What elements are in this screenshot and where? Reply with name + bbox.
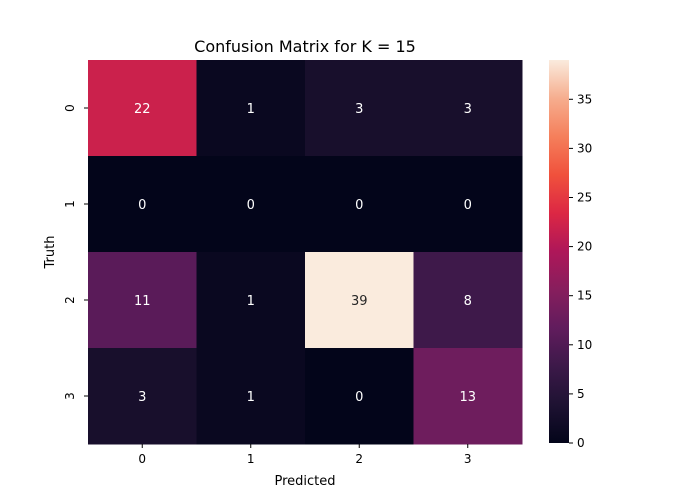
colorbar-tick-label: 30 bbox=[577, 141, 592, 155]
cell-value-label: 11 bbox=[134, 294, 151, 309]
heatmap-cell bbox=[196, 252, 306, 349]
heatmap-cell bbox=[305, 252, 414, 349]
heatmap-cell bbox=[88, 60, 197, 157]
cell-value-label: 39 bbox=[351, 294, 368, 309]
cell-value-label: 0 bbox=[355, 198, 363, 213]
y-tick-label: 3 bbox=[63, 392, 77, 400]
x-tick-label: 1 bbox=[247, 452, 255, 466]
cell-value-label: 13 bbox=[459, 390, 476, 405]
colorbar bbox=[549, 60, 569, 443]
colorbar-ticks: 0 5 10 15 20 25 30 35 bbox=[569, 92, 592, 450]
y-tick-label: 0 bbox=[63, 104, 77, 112]
cell-value-label: 1 bbox=[247, 294, 255, 309]
heatmap-cell bbox=[413, 252, 523, 349]
heatmap-cell bbox=[305, 348, 414, 445]
x-tick-label: 2 bbox=[355, 452, 363, 466]
heatmap-cell bbox=[196, 156, 306, 253]
colorbar-tick-label: 25 bbox=[577, 190, 592, 204]
cell-value-label: 0 bbox=[247, 198, 255, 213]
cell-value-label: 0 bbox=[355, 390, 363, 405]
heatmap-cell bbox=[88, 348, 197, 445]
y-axis-ticks: 0 1 2 3 bbox=[63, 104, 88, 400]
x-tick-label: 0 bbox=[138, 452, 146, 466]
cell-value-label: 3 bbox=[138, 390, 146, 405]
colorbar-tick-label: 0 bbox=[577, 436, 585, 450]
colorbar-tick-label: 5 bbox=[577, 387, 585, 401]
heatmap-cell bbox=[305, 60, 414, 157]
heatmap-cell bbox=[305, 156, 414, 253]
colorbar-tick-label: 15 bbox=[577, 289, 592, 303]
cell-value-label: 3 bbox=[355, 102, 363, 117]
heatmap-cell bbox=[413, 156, 523, 253]
heatmap-cell bbox=[88, 252, 197, 349]
chart-title: Confusion Matrix for K = 15 bbox=[194, 37, 416, 56]
cell-value-label: 8 bbox=[464, 294, 472, 309]
heatmap-cell bbox=[196, 60, 306, 157]
heatmap-cell bbox=[413, 348, 523, 445]
cell-value-label: 0 bbox=[464, 198, 472, 213]
x-tick-label: 3 bbox=[464, 452, 472, 466]
colorbar-tick-label: 20 bbox=[577, 240, 592, 254]
cell-value-label: 1 bbox=[247, 390, 255, 405]
x-axis-label: Predicted bbox=[274, 474, 335, 489]
heatmap-cell bbox=[413, 60, 523, 157]
cell-value-label: 22 bbox=[134, 102, 151, 117]
cell-value-label: 0 bbox=[138, 198, 146, 213]
cell-value-label: 1 bbox=[247, 102, 255, 117]
heatmap-cells: 22 1 3 30 0 0 011 1 39 83 1 0 13 bbox=[88, 60, 523, 445]
heatmap-cell bbox=[196, 348, 306, 445]
x-axis-ticks: 0 1 2 3 bbox=[138, 444, 472, 466]
y-axis-label: Truth bbox=[43, 236, 58, 270]
cell-value-label: 3 bbox=[464, 102, 472, 117]
y-tick-label: 1 bbox=[63, 200, 77, 208]
colorbar-gradient bbox=[549, 60, 569, 443]
y-tick-label: 2 bbox=[63, 296, 77, 304]
colorbar-tick-label: 10 bbox=[577, 338, 592, 352]
colorbar-tick-label: 35 bbox=[577, 92, 592, 106]
heatmap-cell bbox=[88, 156, 197, 253]
